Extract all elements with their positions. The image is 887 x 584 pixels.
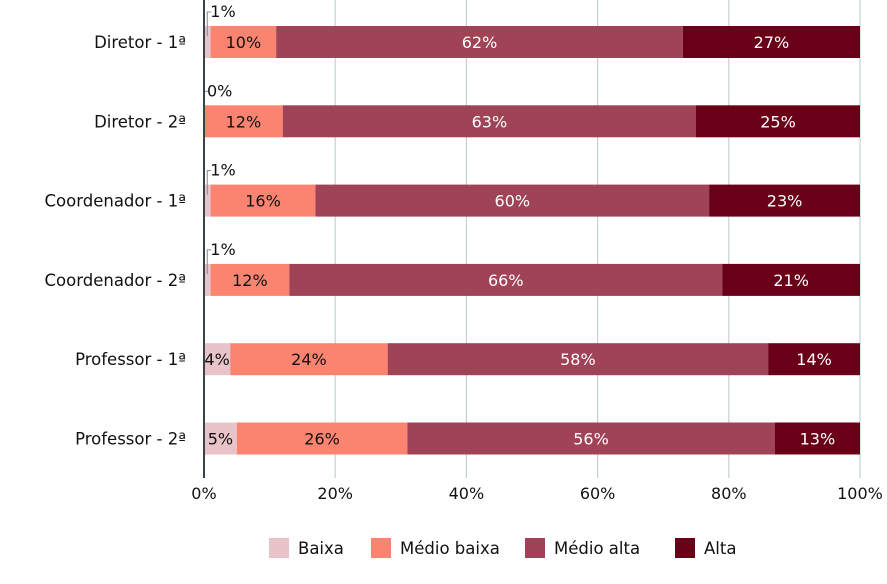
data-label: 60% (495, 192, 531, 211)
category-label: Coordenador - 1ª (45, 192, 186, 211)
legend-swatch (675, 538, 695, 558)
bar-segment-medio-alta (276, 26, 683, 58)
data-label: 23% (767, 192, 803, 211)
bar-segment-alta (682, 26, 860, 58)
bar-segment-medio-alta (315, 184, 710, 217)
category-label: Diretor - 1ª (94, 33, 186, 52)
x-tick-label: 20% (317, 484, 353, 503)
bar-segment-medio-baixa (230, 343, 388, 376)
category-label: Diretor - 2ª (94, 112, 186, 131)
bar-segment-medio-alta (289, 263, 723, 296)
data-label: 12% (226, 112, 262, 131)
bar-segment-medio-baixa (210, 26, 277, 58)
data-label: 16% (245, 192, 281, 211)
x-tick-label: 40% (449, 484, 485, 503)
x-tick-label: 80% (711, 484, 747, 503)
data-label: 4% (204, 350, 229, 369)
data-label: 1% (210, 161, 235, 180)
bar-segment-alta (722, 263, 860, 296)
data-label: 66% (488, 271, 524, 290)
bar-segment-baixa (204, 263, 211, 296)
data-label: 24% (291, 350, 327, 369)
bar-segment-medio-baixa (210, 184, 316, 217)
data-label: 12% (232, 271, 268, 290)
x-tick-label: 60% (580, 484, 616, 503)
data-label: 1% (210, 240, 235, 259)
category-label: Professor - 1ª (75, 350, 186, 369)
data-label: 25% (760, 112, 796, 131)
data-label: 56% (573, 430, 609, 449)
data-label: 62% (462, 33, 498, 52)
legend-label: Baixa (298, 539, 344, 558)
legend-swatch (269, 538, 289, 558)
data-label: 13% (800, 430, 836, 449)
bar-segment-alta (709, 184, 860, 217)
bar-segment-baixa (204, 26, 211, 58)
bar-segment-baixa (204, 422, 237, 455)
data-label: 14% (796, 350, 832, 369)
data-label: 5% (208, 430, 233, 449)
legend-swatch (371, 538, 391, 558)
bar-segment-baixa (204, 184, 211, 217)
data-label: 26% (304, 430, 340, 449)
bar-segment-medio-baixa (210, 263, 290, 296)
legend-label: Médio baixa (400, 539, 500, 558)
data-label: 0% (207, 81, 232, 100)
data-label: 10% (226, 33, 262, 52)
bar-segment-medio-baixa (236, 422, 408, 455)
legend-label: Médio alta (554, 539, 640, 558)
leader-line (206, 11, 212, 36)
bar-segment-medio-alta (407, 422, 775, 455)
bar-segment-alta (768, 343, 860, 376)
x-tick-label: 100% (837, 484, 883, 503)
category-label: Coordenador - 2ª (45, 271, 186, 290)
bar-segment-medio-alta (282, 105, 696, 138)
legend-swatch (525, 538, 545, 558)
data-label: 1% (210, 2, 235, 21)
bar-segment-medio-baixa (204, 105, 283, 138)
legend-label: Alta (704, 539, 736, 558)
data-label: 21% (773, 271, 809, 290)
data-label: 27% (754, 33, 790, 52)
data-label: 63% (472, 112, 508, 131)
leader-line (206, 249, 212, 274)
data-label: 58% (560, 350, 596, 369)
bar-segment-medio-alta (387, 343, 769, 376)
category-label: Professor - 2ª (75, 430, 186, 449)
x-tick-label: 0% (191, 484, 216, 503)
leader-line (206, 170, 212, 195)
bar-segment-baixa (204, 343, 231, 376)
bar-segment-alta (696, 105, 860, 138)
bar-segment-alta (774, 422, 860, 455)
